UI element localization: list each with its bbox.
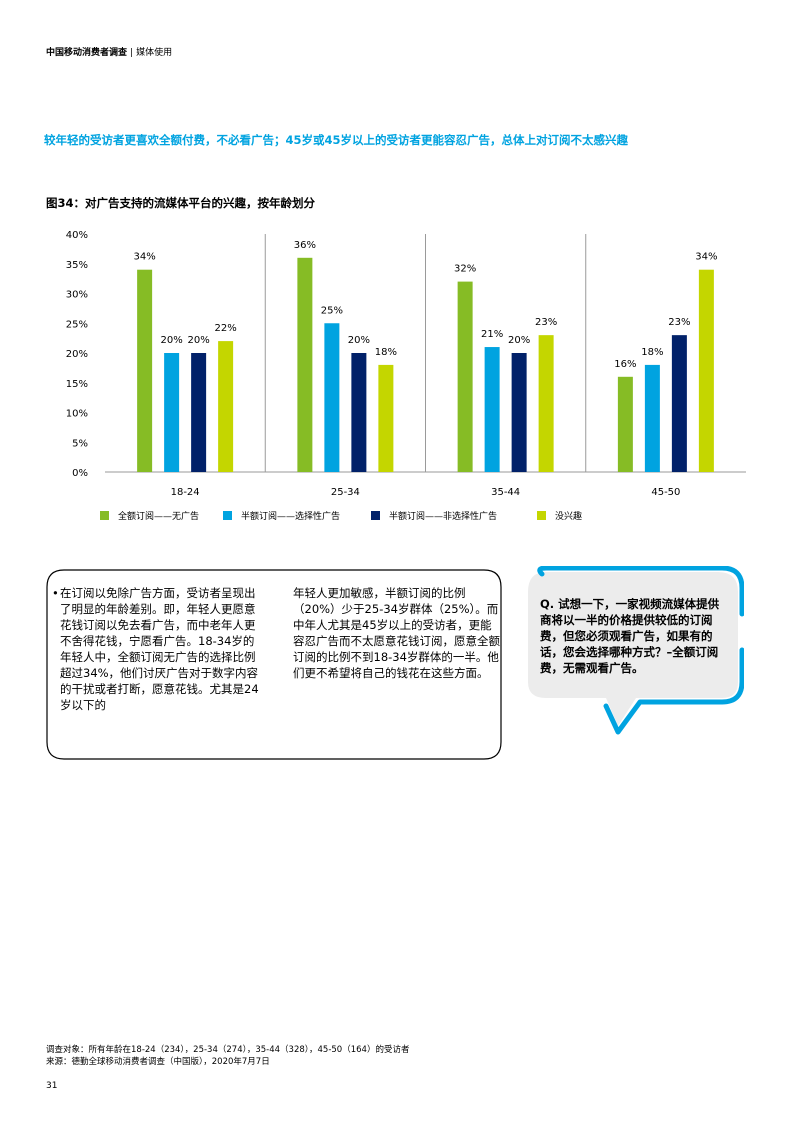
y-tick-label: 25% xyxy=(66,319,88,330)
legend-label: 没兴趣 xyxy=(555,512,583,522)
bar-value-label: 18% xyxy=(641,347,663,358)
bar-value-label: 34% xyxy=(695,252,717,263)
question-bubble xyxy=(522,566,744,736)
bar xyxy=(297,257,313,472)
legend-label: 半额订阅——非选择性广告 xyxy=(389,512,498,522)
bar xyxy=(218,341,234,472)
bar xyxy=(164,353,180,472)
bar-value-label: 20% xyxy=(508,335,530,346)
key-finding-subtitle: 较年轻的受访者更喜欢全额付费，不必看广告；45岁或45岁以上的受访者更能容忍广告… xyxy=(44,133,629,147)
question-text: Q. 试想一下，一家视频流媒体提供商将以一半的价格提供较低的订阅费，但您必须观看… xyxy=(540,597,720,675)
bar-value-label: 20% xyxy=(348,335,370,346)
y-tick-label: 10% xyxy=(66,409,88,420)
legend-label: 半额订阅——选择性广告 xyxy=(241,512,341,522)
page-number: 31 xyxy=(46,1081,58,1091)
legend-swatch xyxy=(537,511,546,520)
figure-title: 图34：对广告支持的流媒体平台的兴趣，按年龄划分 xyxy=(46,196,316,210)
bar-value-label: 23% xyxy=(668,317,690,328)
bar xyxy=(671,335,687,472)
x-category-label: 35-44 xyxy=(491,487,520,498)
bullet-marker: • xyxy=(52,586,59,600)
report-title: 中国移动消费者调查 xyxy=(46,48,128,58)
bar xyxy=(378,364,394,472)
body-text-column-1: • 在订阅以免除广告方面，受访者呈现出了明显的年龄差别。即，年轻人更愿意花钱订阅… xyxy=(52,585,260,713)
bar xyxy=(137,269,153,472)
bar-value-label: 36% xyxy=(294,240,316,251)
legend-item: 全额订阅——无广告 xyxy=(100,509,199,522)
text-box xyxy=(46,569,502,760)
y-tick-label: 15% xyxy=(66,379,88,390)
body-text-part-2: 年轻人更加敏感，半额订阅的比例（20%）少于25-34岁群体（25%）。而中年人… xyxy=(293,586,500,680)
legend-swatch xyxy=(100,511,109,520)
bar-value-label: 20% xyxy=(188,335,210,346)
bar-chart: 40% 35% 30% 25% 20% 15% 10% 5% 0% 34% 20% 20% 22% 18-… xyxy=(66,230,746,498)
bar-value-label: 22% xyxy=(215,323,237,334)
body-text-column-2: 年轻人更加敏感，半额订阅的比例（20%）少于25-34岁群体（25%）。而中年人… xyxy=(293,585,503,681)
section-name: 媒体使用 xyxy=(136,48,173,58)
bar xyxy=(191,353,207,472)
bar-value-label: 32% xyxy=(454,264,476,275)
bar-value-label: 25% xyxy=(321,305,343,316)
legend-item: 半额订阅——非选择性广告 xyxy=(371,509,497,522)
y-tick-label: 0% xyxy=(72,468,88,479)
bar-value-label: 23% xyxy=(535,317,557,328)
bar-value-label: 16% xyxy=(614,359,636,370)
bar xyxy=(511,353,527,472)
bar-value-label: 34% xyxy=(134,252,156,263)
x-category-label: 45-50 xyxy=(651,487,680,498)
text-box-border xyxy=(46,569,502,760)
bar xyxy=(617,376,633,472)
y-tick-label: 20% xyxy=(66,349,88,360)
legend-label: 全额订阅——无广告 xyxy=(118,512,200,522)
speech-bubble-shape xyxy=(528,566,744,735)
x-category-label: 18-24 xyxy=(171,487,200,498)
header-separator: | xyxy=(130,48,134,58)
bar xyxy=(484,347,500,472)
y-tick-label: 40% xyxy=(66,230,88,241)
legend-swatch xyxy=(223,511,232,520)
bar xyxy=(538,335,554,472)
bar xyxy=(644,364,660,472)
footnote: 调查对象：所有年龄在18-24（234），25-34（274），35-44（32… xyxy=(46,1044,409,1068)
x-category-label: 25-34 xyxy=(331,487,360,498)
y-tick-label: 30% xyxy=(66,290,88,301)
legend-swatch xyxy=(371,511,380,520)
y-tick-label: 5% xyxy=(72,438,88,449)
body-text-part-1: 在订阅以免除广告方面，受访者呈现出了明显的年龄差别。即，年轻人更愿意花钱订阅以免… xyxy=(60,586,259,712)
legend-item: 半额订阅——选择性广告 xyxy=(223,509,340,522)
y-tick-label: 35% xyxy=(66,260,88,271)
footnote-respondents: 调查对象：所有年龄在18-24（234），25-34（274），35-44（32… xyxy=(46,1045,410,1055)
bar-value-label: 21% xyxy=(481,329,503,340)
bar xyxy=(351,353,367,472)
bar-value-label: 18% xyxy=(375,347,397,358)
bar xyxy=(698,269,714,472)
bar xyxy=(457,281,473,472)
page-header: 中国移动消费者调查 | 媒体使用 xyxy=(46,45,172,58)
footnote-source: 来源：德勤全球移动消费者调查（中国版），2020年7月7日 xyxy=(46,1057,270,1067)
bar xyxy=(324,323,340,472)
bar-value-label: 20% xyxy=(161,335,183,346)
legend-item: 没兴趣 xyxy=(537,509,582,522)
